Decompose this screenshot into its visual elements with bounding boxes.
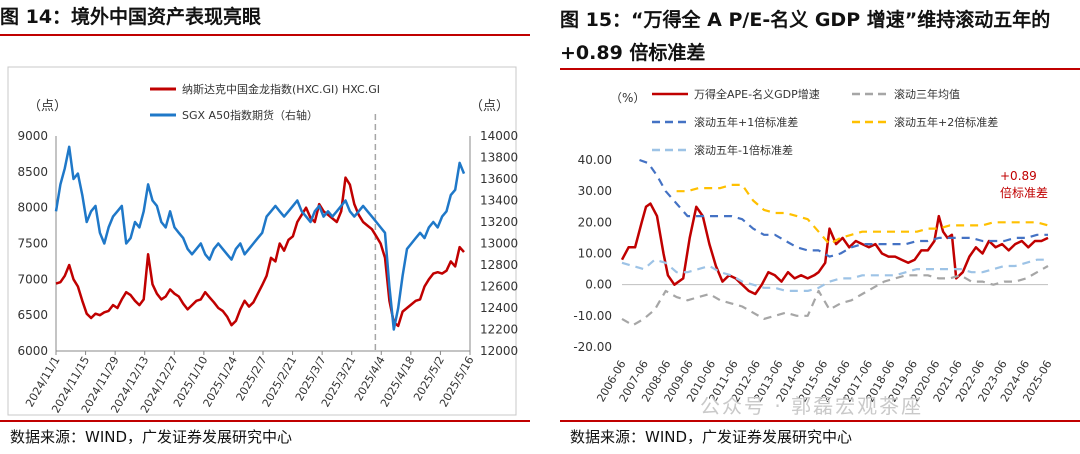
legend-label-2: 滚动三年均值 [894,87,960,101]
right-y-tick-label: 12600 [480,280,518,294]
right-y-tick-label: 13800 [480,151,518,165]
y-tick-label: -10.00 [573,309,612,323]
legend-label-2: SGX A50指数期货（右轴） [182,108,318,122]
legend-label-1: 万得全APE-名义GDP增速 [694,87,820,101]
right-y-tick-label: 13000 [480,237,518,251]
y-tick-label: 30.00 [578,184,612,198]
left-title-rule [0,34,530,36]
series-line-1 [620,202,1049,296]
watermark: 公众号 · 郭磊宏观茶座 [700,394,924,418]
right-y-tick-label: 12800 [480,258,518,272]
left-y-tick-label: 8500 [17,165,48,179]
left-y-tick-label: 6000 [17,344,48,358]
right-source: 数据来源：WIND，广发证券发展研究中心 [570,428,853,446]
series-line-2 [54,145,466,331]
left-y-tick-label: 7500 [17,237,48,251]
right-y-tick-label: 12000 [480,344,518,358]
legend-label-1: 纳斯达克中国金龙指数(HXC.GI) HXC.GI [182,82,380,96]
right-source-rule [560,420,1080,422]
right-chart: （%）40.0030.0020.0010.000.00-10.00-20.002… [573,87,1054,404]
series-line-1 [55,176,465,328]
legend-label-3: 滚动五年+1倍标准差 [694,115,798,129]
right-y-tick-label: 12400 [480,301,518,315]
right-y-tick-label: 13400 [480,194,518,208]
left-figure-title: 图 14：境外中国资产表现亮眼 [0,6,262,28]
series-line-5 [621,258,1048,292]
left-source-rule [0,420,530,422]
right-title-rule [560,68,1080,70]
right-y-tick-label: 13600 [480,172,518,186]
y-tick-label: 20.00 [578,215,612,229]
y-tick-label: 0.00 [585,278,612,292]
annotation-value: +0.89 [1000,169,1037,183]
series-line-4 [676,183,1049,246]
left-y-tick-label: 8000 [17,201,48,215]
left-y-tick-label: 9000 [17,129,48,143]
right-y-tick-label: 12200 [480,323,518,337]
series-line-2 [621,265,1049,327]
left-figure: 图 14：境外中国资产表现亮眼 （点） （点） 6000 6500 7000 7500 80… [0,0,530,454]
y-tick-label: -20.00 [573,340,612,354]
left-source: 数据来源：WIND，广发证券发展研究中心 [10,428,293,446]
left-chart-frame [7,66,517,416]
y-tick-label: 10.00 [578,247,612,261]
right-y-unit-label: （点） [470,99,509,114]
left-y-tick-label: 6500 [17,308,48,322]
y-unit-label: （%） [610,91,645,105]
right-figure: 图 15：“万得全 A P/E-名义 GDP 增速”维持滚动五年的+0.89 倍… [560,0,1080,454]
series-line-3 [639,158,1048,258]
right-y-tick-label: 13200 [480,215,518,229]
left-chart: （点） （点） 6000 6500 7000 7500 8000 8500 9000 12000 1… [7,66,518,416]
left-y-tick-label: 7000 [17,272,48,286]
annotation-text: 倍标准差 [1000,185,1048,200]
right-y-tick-label: 14000 [480,129,518,143]
y-tick-label: 40.00 [578,153,612,167]
left-y-unit-label: （点） [28,99,67,114]
legend-label-4: 滚动五年+2倍标准差 [894,115,998,129]
legend-label-5: 滚动五年-1倍标准差 [694,143,793,157]
right-figure-title: 图 15：“万得全 A P/E-名义 GDP 增速”维持滚动五年的+0.89 倍… [560,9,1051,64]
